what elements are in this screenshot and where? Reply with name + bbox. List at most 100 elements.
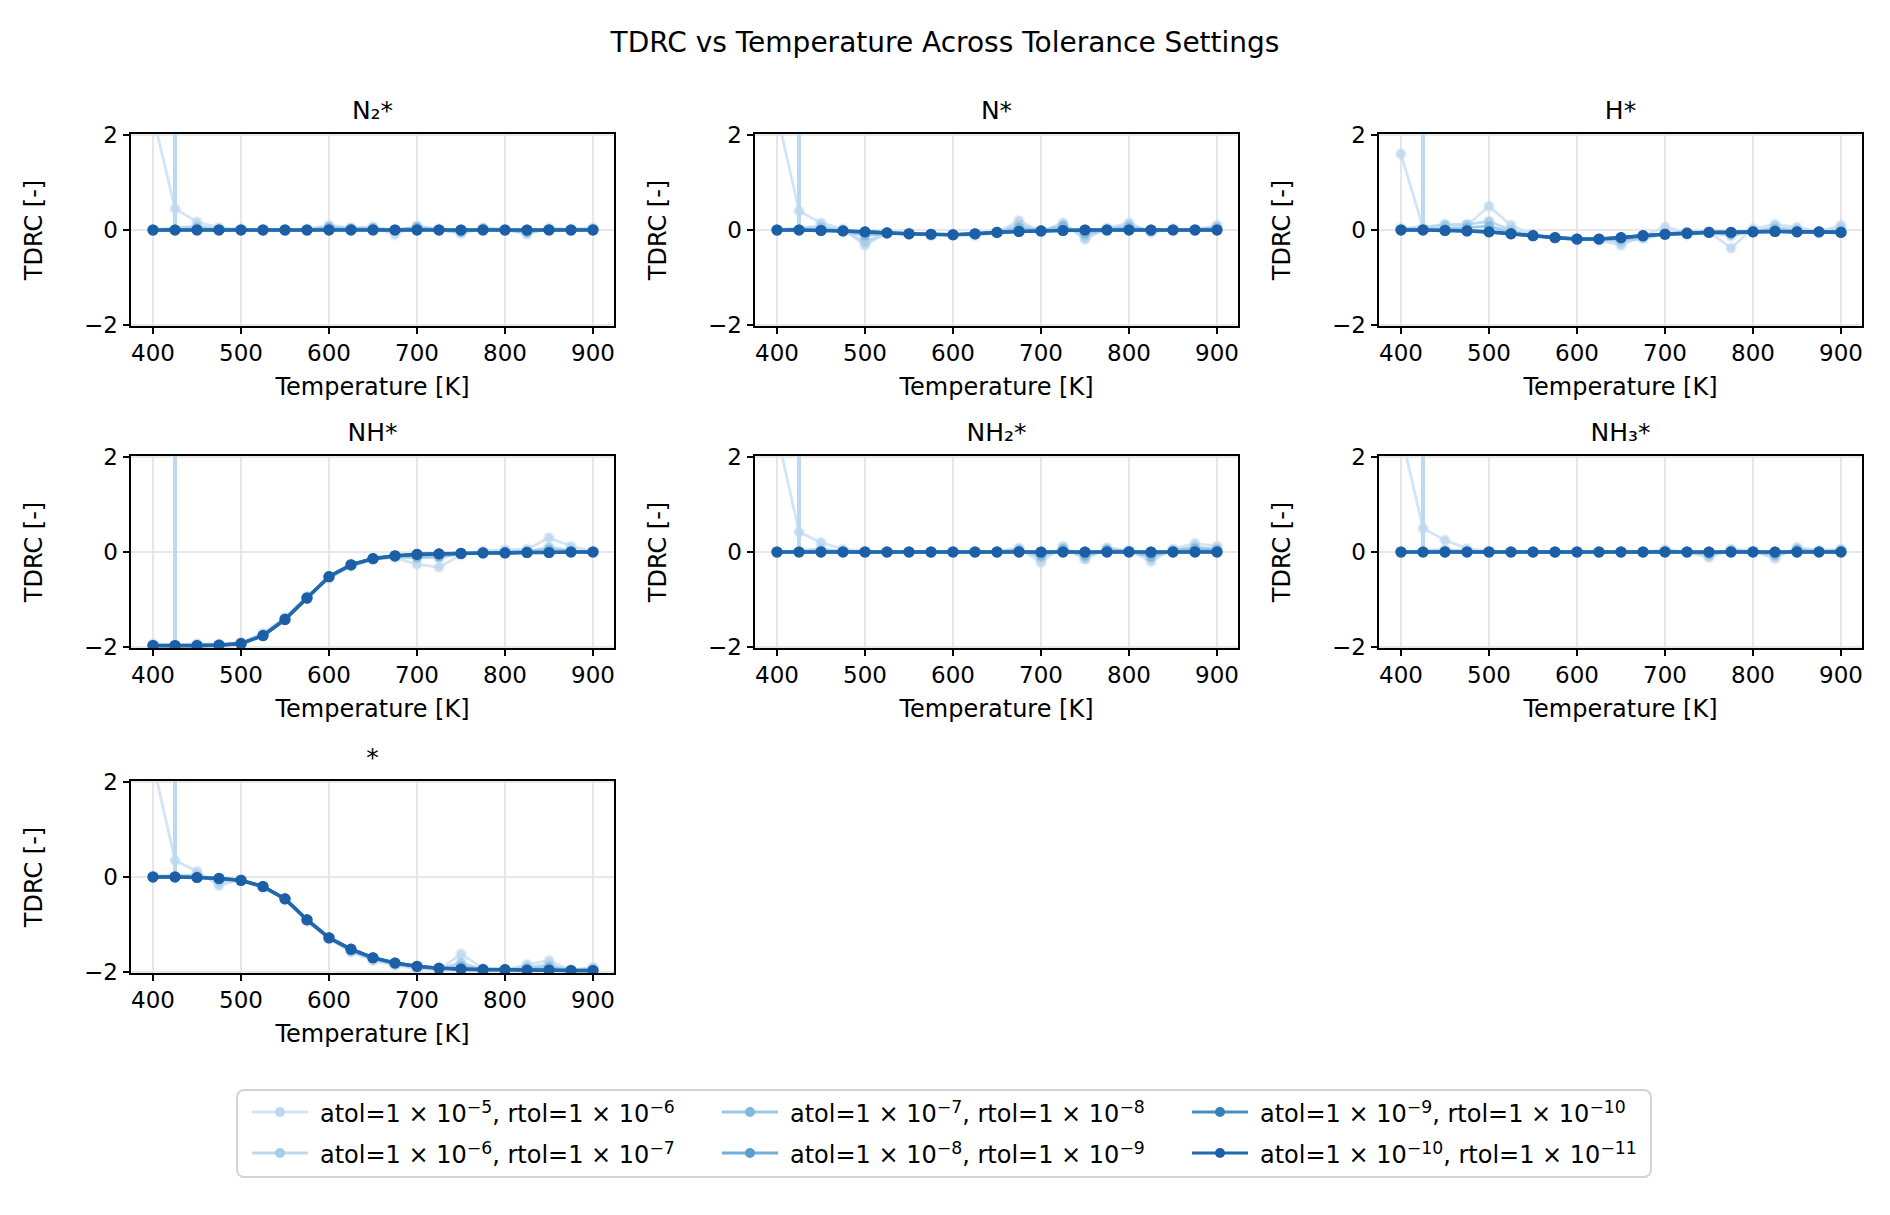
series-marker [1681, 228, 1692, 239]
series-marker [257, 881, 268, 892]
series-marker [1439, 225, 1450, 236]
x-tick-label: 400 [1379, 662, 1423, 688]
y-axis-label: TDRC [-] [20, 827, 48, 928]
series-marker [257, 630, 268, 641]
series-marker [147, 757, 159, 769]
legend-entry: atol=1 × 10−9, rtol=1 × 10−10 [1190, 1097, 1626, 1127]
series-marker [771, 108, 783, 120]
x-tick-label: 400 [755, 662, 799, 688]
series-marker [1483, 226, 1494, 237]
x-tick-label: 800 [483, 340, 527, 366]
series-marker [191, 872, 202, 883]
legend-label: atol=1 × 10−7, rtol=1 × 10−8 [790, 1097, 1145, 1128]
series-marker [323, 571, 334, 582]
series-marker [147, 110, 159, 122]
series-marker [169, 871, 180, 882]
series-marker [345, 224, 356, 235]
series-marker [389, 224, 400, 235]
series-marker [925, 229, 936, 240]
series-marker [1395, 224, 1406, 235]
series-marker [925, 546, 936, 557]
x-tick-label: 500 [219, 662, 263, 688]
series-marker [1593, 233, 1604, 244]
y-tick-label: 0 [727, 217, 742, 243]
x-tick-label: 400 [131, 987, 175, 1013]
series-marker [301, 592, 312, 603]
series-line [1401, 433, 1841, 558]
series-marker [815, 225, 826, 236]
x-axis-label: Temperature [K] [898, 695, 1093, 723]
x-tick-label: 600 [307, 340, 351, 366]
series-marker [1013, 226, 1024, 237]
series-marker [1189, 546, 1200, 557]
x-tick-label: 800 [483, 987, 527, 1013]
y-axis-label: TDRC [-] [1268, 180, 1296, 281]
series-marker [1079, 224, 1090, 235]
series-marker [1681, 546, 1692, 557]
series-marker [149, 759, 158, 768]
series-marker [1397, 150, 1406, 159]
x-tick-label: 500 [1467, 340, 1511, 366]
x-axis-label: Temperature [K] [274, 373, 469, 401]
series-marker [1145, 224, 1156, 235]
series-marker [147, 224, 158, 235]
y-axis-label: TDRC [-] [644, 180, 672, 281]
series-marker [455, 224, 466, 235]
x-tick-label: 500 [843, 340, 887, 366]
legend-entry: atol=1 × 10−5, rtol=1 × 10−6 [250, 1097, 675, 1127]
series-marker [1079, 546, 1090, 557]
series-marker [859, 226, 870, 237]
series-line [153, 552, 593, 646]
series-marker [1035, 546, 1046, 557]
series-marker [367, 224, 378, 235]
series-marker [279, 224, 290, 235]
subplot-title: NH* [348, 418, 398, 447]
series-marker [411, 961, 422, 972]
legend-marker-icon [1190, 1105, 1250, 1119]
series-marker [947, 229, 958, 240]
series-marker [1397, 429, 1406, 438]
series-marker [1835, 227, 1846, 238]
series-marker [435, 563, 444, 572]
series-marker [1747, 546, 1758, 557]
series-marker [279, 893, 290, 904]
y-tick-label: 0 [103, 864, 118, 890]
x-tick-label: 600 [1555, 340, 1599, 366]
series-marker [1013, 546, 1024, 557]
series-marker [367, 553, 378, 564]
series-marker [389, 957, 400, 968]
series-marker [213, 873, 224, 884]
x-axis-label: Temperature [K] [274, 1020, 469, 1048]
series-marker [1571, 233, 1582, 244]
series-marker [1461, 225, 1472, 236]
series-line [153, 552, 593, 646]
series-marker [793, 224, 804, 235]
series-marker [771, 546, 782, 557]
series-marker [1527, 546, 1538, 557]
y-tick-label: 0 [103, 539, 118, 565]
series-marker [771, 224, 782, 235]
series-marker [1417, 546, 1428, 557]
y-tick-label: 2 [103, 769, 118, 795]
subplot-title: N₂* [352, 96, 393, 125]
figure: TDRC vs Temperature Across Tolerance Set… [0, 0, 1890, 1215]
legend-entry: atol=1 × 10−8, rtol=1 × 10−9 [720, 1138, 1145, 1168]
series-marker [301, 914, 312, 925]
series-marker [1659, 229, 1670, 240]
series-marker [147, 871, 158, 882]
series-marker [1439, 546, 1450, 557]
series-marker [235, 875, 246, 886]
series-area [147, 110, 599, 241]
legend-label: atol=1 × 10−10, rtol=1 × 10−11 [1260, 1138, 1637, 1169]
series-marker [433, 548, 444, 559]
series-area [771, 427, 1223, 568]
x-tick-label: 900 [1195, 662, 1239, 688]
series-marker [149, 112, 158, 121]
legend: atol=1 × 10−5, rtol=1 × 10−6 atol=1 × 10−… [236, 1089, 1652, 1178]
series-area [771, 108, 1223, 252]
series-marker [1659, 546, 1670, 557]
series-marker [1725, 546, 1736, 557]
series-area [147, 757, 599, 977]
legend-marker-icon [250, 1146, 310, 1160]
series-marker [1035, 225, 1046, 236]
